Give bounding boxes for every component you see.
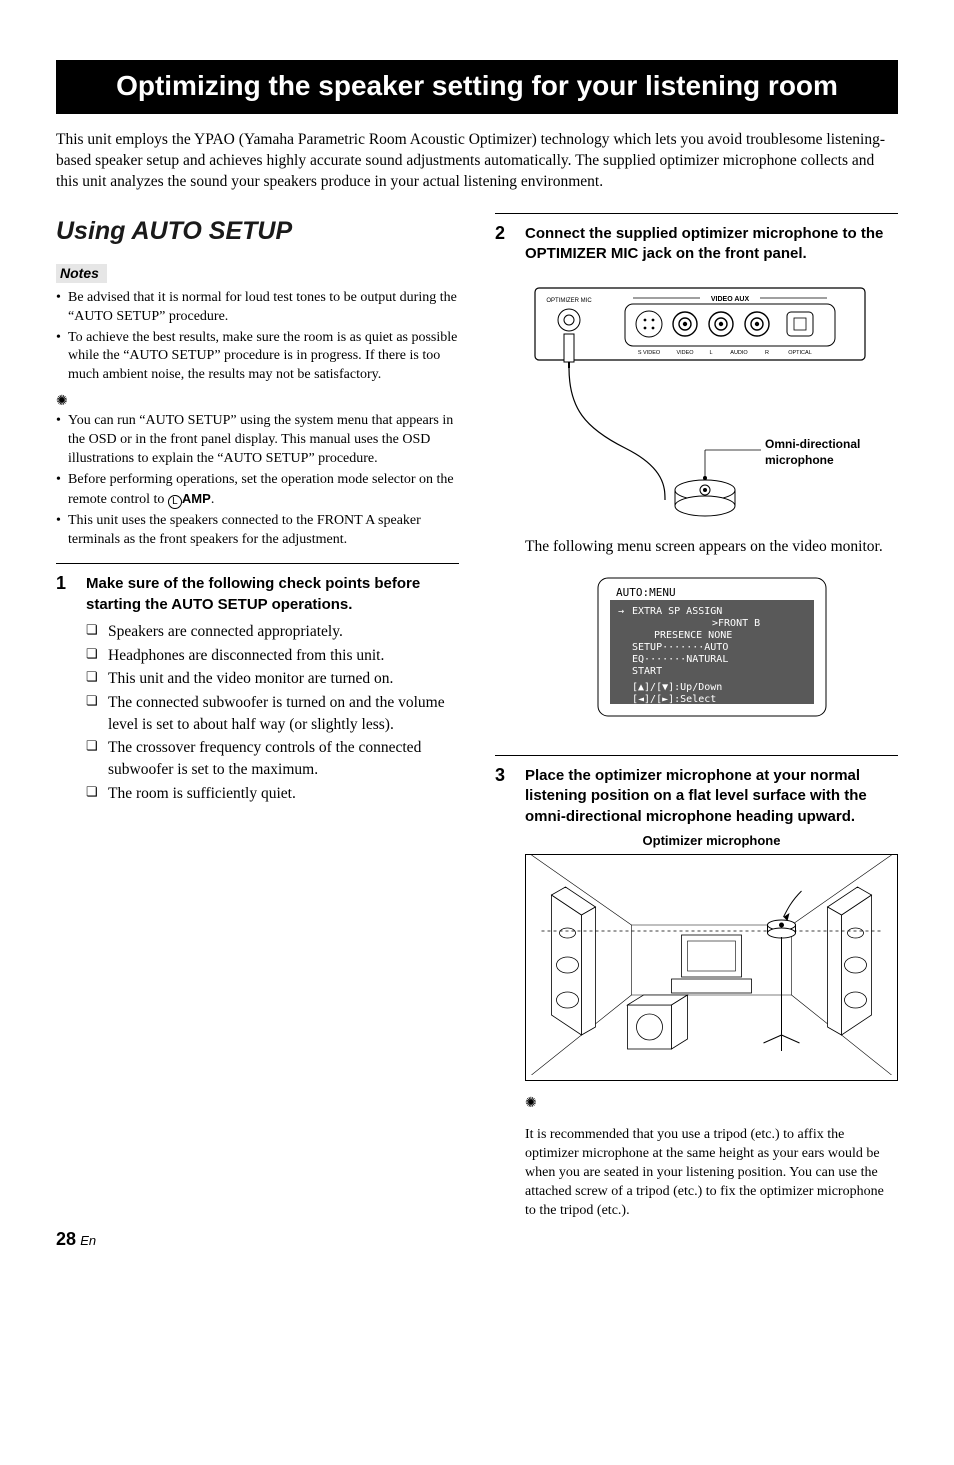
check-item: This unit and the video monitor are turn… (86, 668, 459, 690)
label-audio: AUDIO (730, 350, 748, 356)
section-heading: Using AUTO SETUP (56, 217, 459, 246)
step-2: 2 Connect the supplied optimizer microph… (495, 213, 898, 741)
amp-label: AMP (182, 491, 211, 506)
page-title: Optimizing the speaker setting for your … (56, 60, 898, 114)
osd-line: SETUP·······AUTO (632, 642, 728, 653)
osd-help: [▲]/[▼]:Up/Down (632, 682, 722, 693)
optimizer-mic-caption: Optimizer microphone (525, 833, 898, 848)
page-number-lang: En (80, 1233, 96, 1248)
osd-title: AUTO:MENU (616, 586, 676, 599)
label-optimizer-mic: OPTIMIZER MIC (546, 298, 592, 304)
page-number: 28 En (56, 1229, 96, 1250)
tip-text: Before performing operations, set the op… (68, 472, 454, 507)
step-3: 3 Place the optimizer microphone at your… (495, 755, 898, 1234)
check-item: The crossover frequency controls of the … (86, 737, 459, 780)
microphone-icon (675, 450, 761, 516)
check-item: Speakers are connected appropriately. (86, 621, 459, 643)
step-number: 3 (495, 766, 511, 1234)
check-list: Speakers are connected appropriately. He… (86, 621, 459, 805)
tip-item: You can run “AUTO SETUP” using the syste… (56, 412, 459, 469)
note-item: Be advised that it is normal for loud te… (56, 289, 459, 327)
label-audio-l: L (709, 350, 712, 356)
step-number: 1 (56, 574, 72, 806)
right-column: 2 Connect the supplied optimizer microph… (495, 213, 898, 1235)
osd-line: PRESENCE NONE (654, 630, 732, 641)
mic-callout-line1: Omni-directional (765, 437, 860, 451)
label-video: VIDEO (676, 350, 694, 356)
osd-line: >FRONT B (712, 618, 760, 629)
tip-tail: . (211, 492, 215, 507)
tip-item: Before performing operations, set the op… (56, 471, 459, 510)
page-number-value: 28 (56, 1229, 76, 1249)
check-item: The connected subwoofer is turned on and… (86, 692, 459, 735)
left-column: Using AUTO SETUP Notes Be advised that i… (56, 213, 459, 1235)
check-item: The room is sufficiently quiet. (86, 783, 459, 805)
step2-after-text: The following menu screen appears on the… (525, 537, 898, 558)
circle-letter-icon: L (168, 495, 182, 509)
label-s-video: S VIDEO (638, 350, 661, 356)
label-video-aux: VIDEO AUX (711, 296, 750, 303)
label-optical: OPTICAL (788, 350, 812, 356)
svg-text:→: → (618, 606, 624, 617)
step-number: 2 (495, 224, 511, 741)
tip-icon: ✺ (56, 393, 459, 410)
osd-line: START (632, 666, 662, 677)
osd-line: EXTRA SP ASSIGN (632, 606, 722, 617)
room-figure (525, 854, 898, 1081)
osd-line: EQ·······NATURAL (632, 654, 728, 665)
tip-item: This unit uses the speakers connected to… (56, 512, 459, 550)
tips-list: You can run “AUTO SETUP” using the syste… (56, 412, 459, 549)
osd-help: [◄]/[►]:Select (632, 694, 716, 705)
step3-tip: It is recommended that you use a tripod … (525, 1126, 898, 1220)
step-1: 1 Make sure of the following check point… (56, 563, 459, 806)
intro-paragraph: This unit employs the YPAO (Yamaha Param… (56, 130, 898, 193)
notes-label: Notes (56, 264, 107, 283)
step-title: Place the optimizer microphone at your n… (525, 766, 898, 827)
osd-figure: AUTO:MENU → EXTRA SP ASSIGN >FRONT B PRE… (525, 572, 898, 727)
check-item: Headphones are disconnected from this un… (86, 645, 459, 667)
note-item: To achieve the best results, make sure t… (56, 329, 459, 386)
step-title: Make sure of the following check points … (86, 574, 459, 615)
step-title: Connect the supplied optimizer microphon… (525, 224, 898, 265)
notes-list: Be advised that it is normal for loud te… (56, 289, 459, 385)
mic-callout-line2: microphone (765, 453, 834, 467)
tip-icon: ✺ (525, 1095, 898, 1112)
front-panel-figure: OPTIMIZER MIC VIDEO AUX (525, 278, 898, 523)
label-audio-r: R (765, 350, 769, 356)
